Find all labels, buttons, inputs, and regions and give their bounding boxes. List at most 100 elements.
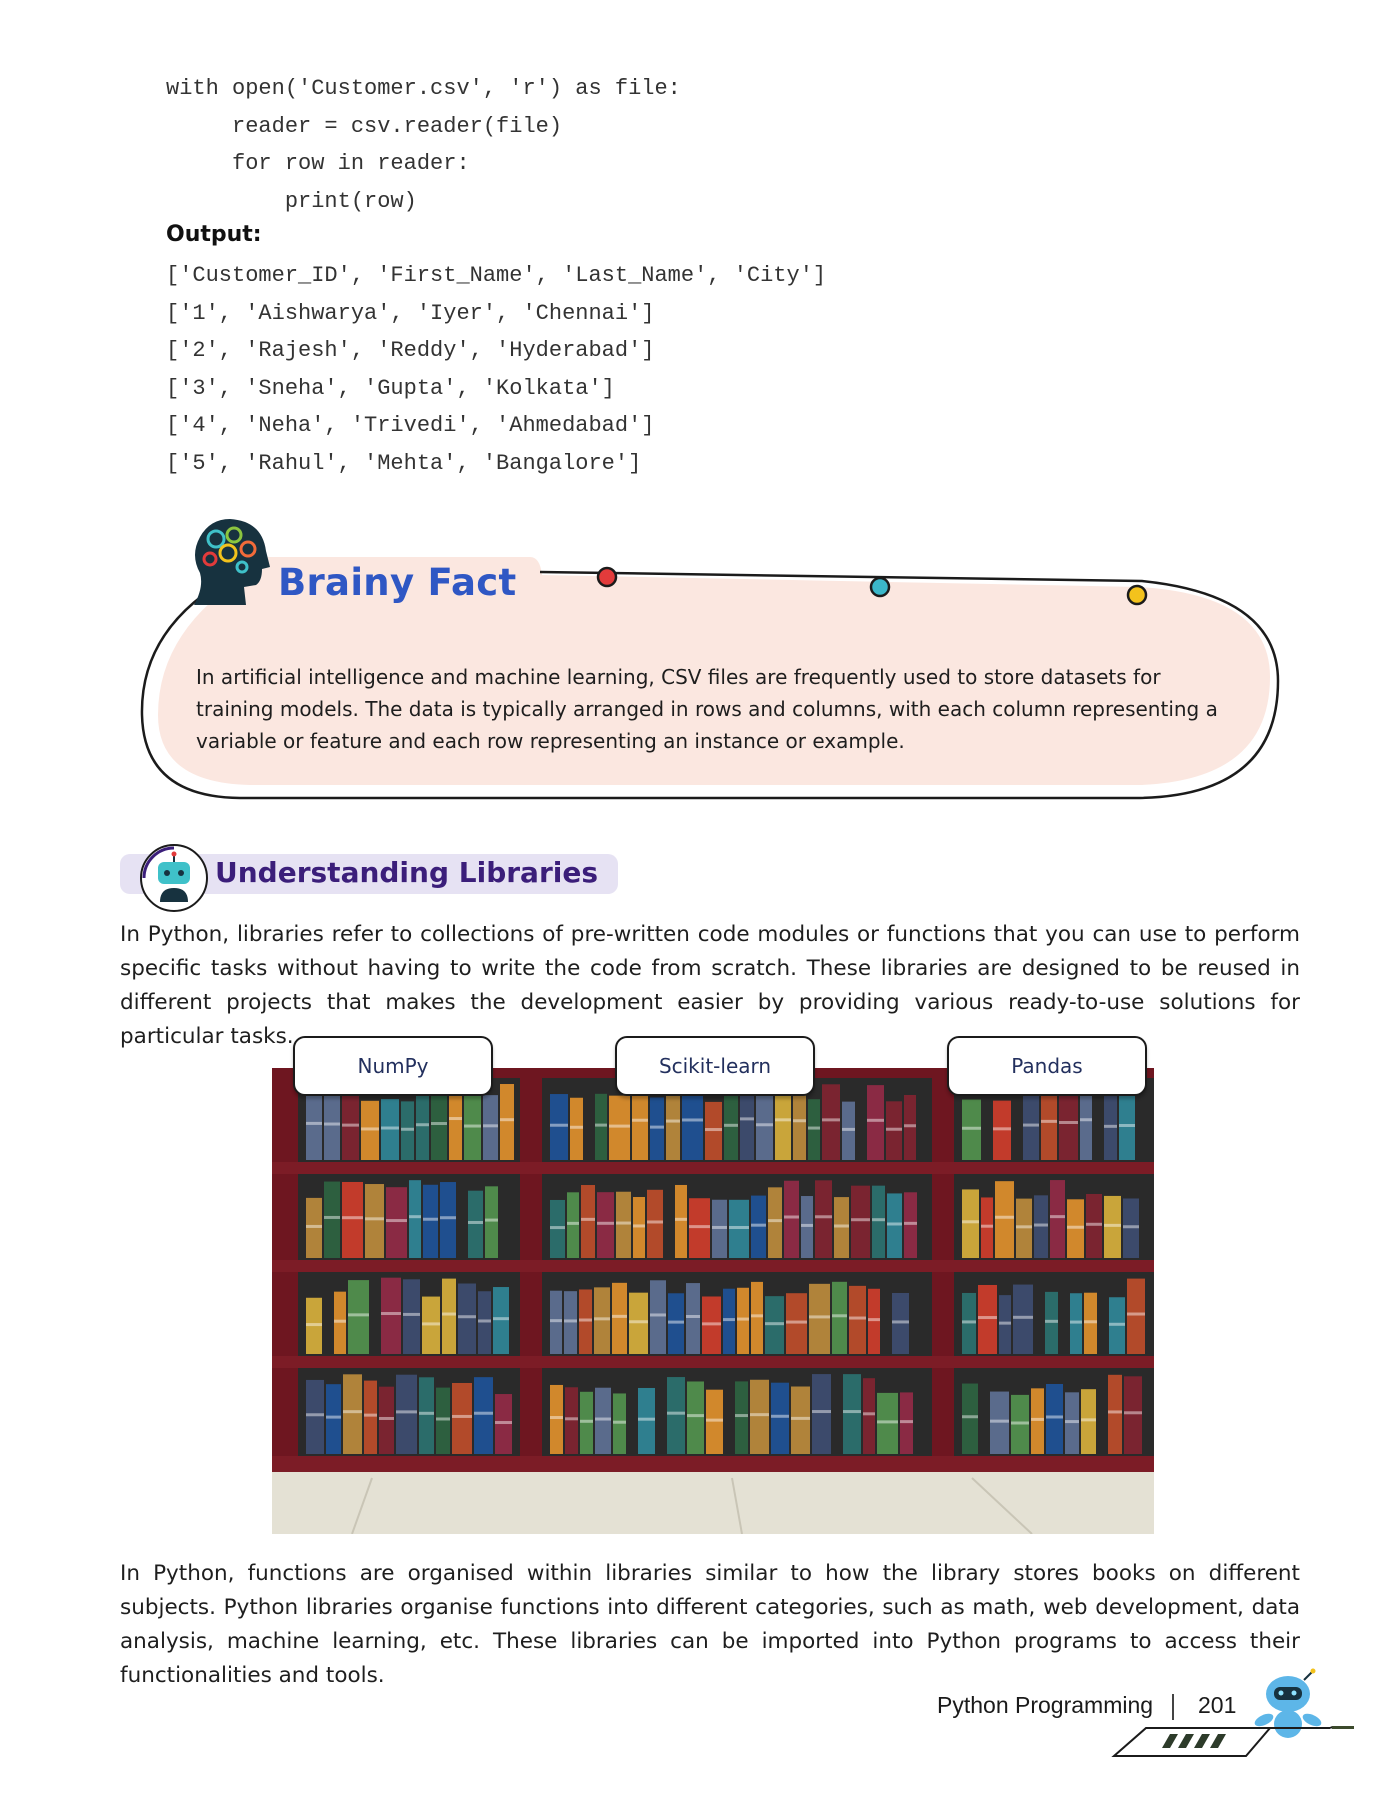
book-band [1123,1225,1139,1229]
book-band [1104,1223,1121,1227]
book-band [485,1218,498,1222]
book-spine [594,1287,610,1354]
book-spine [995,1181,1014,1258]
book-spine [981,1197,993,1258]
book-band [962,1126,981,1130]
book-spine [843,1374,861,1454]
code-block: with open('Customer.csv', 'r') as file: … [166,70,681,220]
book-band [682,1118,703,1122]
book-band [962,1220,979,1224]
book-band [887,1222,902,1226]
book-spine [675,1184,687,1258]
book-spine [485,1186,498,1258]
book-band [756,1123,773,1127]
book-band [306,1224,322,1228]
book-band [396,1410,417,1414]
book-spine [364,1380,377,1454]
book-band [962,1415,978,1419]
book-band [550,1319,562,1323]
section-title: Understanding Libraries [215,856,599,889]
book-band [1059,1121,1078,1125]
book-band [1023,1123,1039,1127]
book-spine [867,1085,884,1160]
book-band [1031,1417,1044,1421]
book-spine [579,1289,592,1354]
book-band [729,1225,749,1229]
book-band [632,1118,648,1122]
book-spine [868,1288,880,1354]
book-spine [1080,1084,1092,1160]
book-band [877,1420,898,1424]
book-band [751,1314,763,1318]
book-spine [452,1382,472,1454]
book-spine [705,1101,722,1160]
book-spine [632,1084,648,1160]
book-spine [808,1099,820,1160]
book-band [1016,1225,1032,1229]
book-spine [793,1085,806,1160]
book-spine [306,1379,324,1454]
book-band [868,1318,880,1322]
book-band [650,1125,664,1129]
book-spine [999,1295,1011,1354]
footer-decoration [1111,1726,1354,1757]
book-spine [401,1101,414,1160]
book-band [808,1126,820,1130]
book-spine [1065,1392,1079,1454]
book-spine [667,1377,685,1454]
book-band [990,1419,1009,1423]
book-band [771,1414,789,1418]
book-spine [365,1184,384,1258]
book-band [750,1413,769,1417]
book-spine [468,1190,483,1258]
book-spine [962,1383,978,1454]
book-band [306,1413,324,1417]
book-band [784,1215,799,1219]
book-spine [962,1292,976,1354]
book-spine [334,1291,346,1354]
book-band [1080,1118,1092,1122]
book-spine [877,1392,898,1454]
book-spine [647,1189,663,1258]
output-label: Output: [166,222,262,247]
book-band [666,1119,680,1123]
book-spine [784,1180,799,1258]
book-band [1065,1420,1079,1424]
book-band [822,1118,840,1122]
book-spine [570,1097,583,1160]
book-spine [886,1101,902,1160]
book-band [416,1123,429,1127]
book-band [706,1418,723,1422]
book-spine [595,1387,611,1454]
book-spine [978,1284,997,1354]
code-line: with open('Customer.csv', 'r') as file: [166,76,681,101]
book-band [842,1127,855,1131]
book-band [962,1320,976,1324]
book-band [609,1124,630,1128]
book-spine [1013,1284,1033,1354]
book-spine [493,1287,509,1354]
book-spine [306,1297,322,1354]
book-band [712,1225,727,1229]
book-spine [564,1291,577,1354]
book-band [324,1122,340,1126]
yellow-dot [1126,584,1148,606]
book-spine [775,1084,791,1160]
book-band [751,1223,766,1227]
book-band [550,1226,565,1230]
book-band [365,1217,384,1221]
book-band [597,1221,614,1225]
book-spine [440,1182,456,1258]
book-band [724,1123,738,1127]
book-band [999,1321,1011,1325]
book-spine [361,1100,379,1160]
book-spine [458,1283,476,1354]
book-band [468,1220,483,1224]
book-band [458,1315,476,1319]
book-band [550,1123,568,1127]
book-spine [822,1084,840,1160]
book-spine [751,1281,763,1354]
book-spine [768,1187,782,1258]
book-spine [495,1394,512,1454]
book-spine [1127,1278,1145,1354]
